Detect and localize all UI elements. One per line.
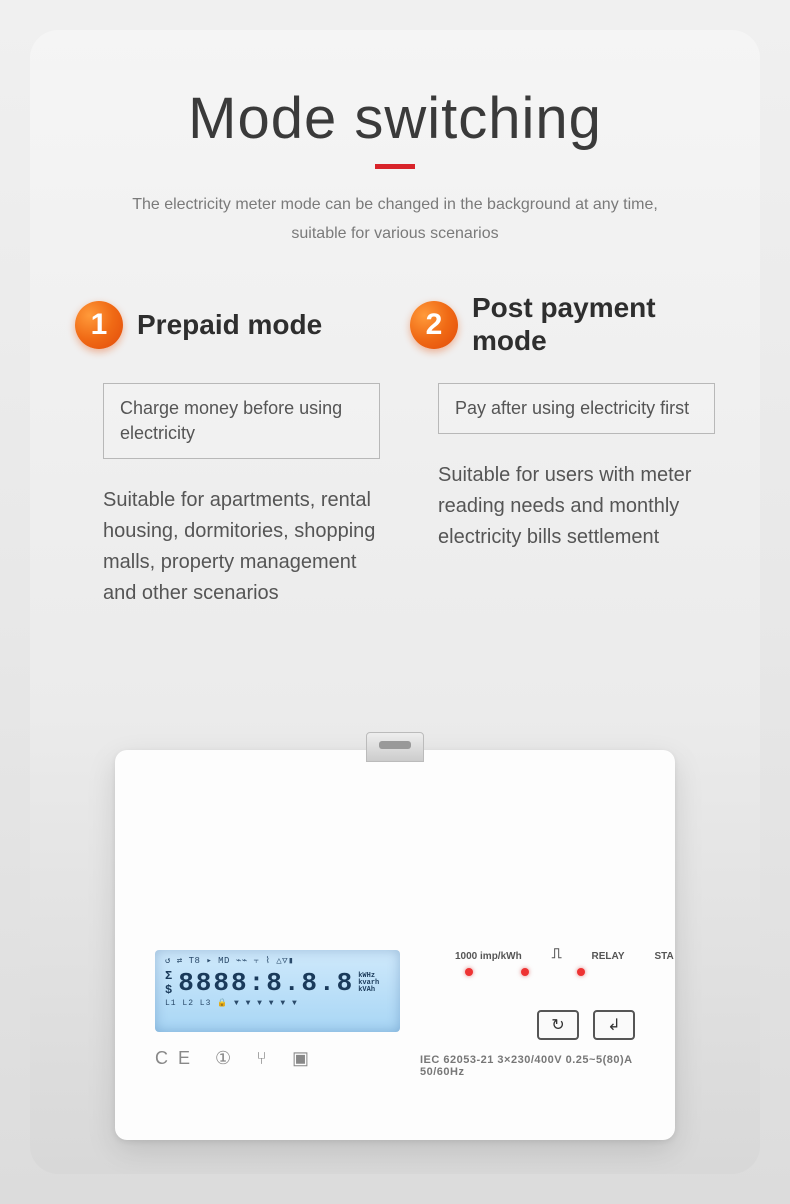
- lcd-units: kWHz kvarh kVAh: [358, 973, 390, 994]
- mode-description-2: Suitable for users with meter reading ne…: [410, 460, 715, 553]
- lcd-top-row: ↺ ⇄ T8 ▸ MD ⌁⌁ ⫟ ⌇ △▽▮: [165, 956, 390, 966]
- lcd-main-digits: 8888:8.8.8: [178, 968, 354, 998]
- lcd-dollar-icon: $: [165, 983, 174, 997]
- meter-device: ↺ ⇄ T8 ▸ MD ⌁⌁ ⫟ ⌇ △▽▮ Σ $ 8888:8.8.8 kW…: [115, 750, 675, 1140]
- din-rail-clip: [366, 732, 424, 762]
- mode-description-1: Suitable for apartments, rental housing,…: [75, 485, 380, 609]
- infographic-card: Mode switching The electricity meter mod…: [30, 30, 760, 1174]
- certification-symbols: CE ① ⑂ ▣: [155, 1048, 319, 1069]
- page-subtitle: The electricity meter mode can be change…: [75, 191, 715, 249]
- page-title: Mode switching: [75, 85, 715, 152]
- enter-button[interactable]: ↲: [593, 1010, 635, 1040]
- relay-label: RELAY: [592, 951, 625, 962]
- led-dots: [465, 968, 674, 976]
- subtitle-line-2: suitable for various scenarios: [291, 225, 498, 242]
- led-labels: 1000 imp/kWh ⎍ RELAY STA: [455, 945, 674, 962]
- lcd-top-icons: ↺ ⇄ T8 ▸ MD ⌁⌁ ⫟ ⌇ △▽▮: [165, 956, 294, 966]
- mode-title-1: Prepaid mode: [137, 309, 322, 341]
- led-relay-icon: [521, 968, 529, 976]
- led-sta-icon: [577, 968, 585, 976]
- mode-badge-1: 1: [75, 301, 123, 349]
- mode-postpayment: 2 Post payment mode Pay after using elec…: [410, 291, 715, 609]
- cycle-button[interactable]: ↻: [537, 1010, 579, 1040]
- mode-summary-2: Pay after using electricity first: [438, 383, 715, 434]
- title-underline: [375, 164, 415, 169]
- mode-header: 1 Prepaid mode: [75, 291, 380, 359]
- mode-badge-2: 2: [410, 301, 458, 349]
- pulse-icon: ⎍: [552, 945, 562, 962]
- imp-rate-label: 1000 imp/kWh: [455, 951, 522, 962]
- mode-header: 2 Post payment mode: [410, 291, 715, 359]
- lcd-digits-row: Σ $ 8888:8.8.8 kWHz kvarh kVAh: [165, 968, 390, 998]
- sta-label: STA: [655, 951, 674, 962]
- device-buttons: ↻ ↲: [537, 1010, 635, 1040]
- lcd-screen: ↺ ⇄ T8 ▸ MD ⌁⌁ ⫟ ⌇ △▽▮ Σ $ 8888:8.8.8 kW…: [155, 950, 400, 1032]
- lcd-sigma-icon: Σ: [165, 969, 174, 983]
- lcd-bottom-row: L1 L2 L3 🔒 ▼ ▼ ▼ ▼ ▼ ▼: [165, 998, 390, 1008]
- modes-row: 1 Prepaid mode Charge money before using…: [75, 291, 715, 609]
- mode-prepaid: 1 Prepaid mode Charge money before using…: [75, 291, 380, 609]
- device-spec-text: IEC 62053-21 3×230/400V 0.25~5(80)A 50/6…: [420, 1054, 675, 1078]
- led-section: 1000 imp/kWh ⎍ RELAY STA: [455, 945, 674, 976]
- mode-summary-1: Charge money before using electricity: [103, 383, 380, 459]
- led-pulse-icon: [465, 968, 473, 976]
- subtitle-line-1: The electricity meter mode can be change…: [132, 196, 658, 213]
- mode-title-2: Post payment mode: [472, 292, 715, 356]
